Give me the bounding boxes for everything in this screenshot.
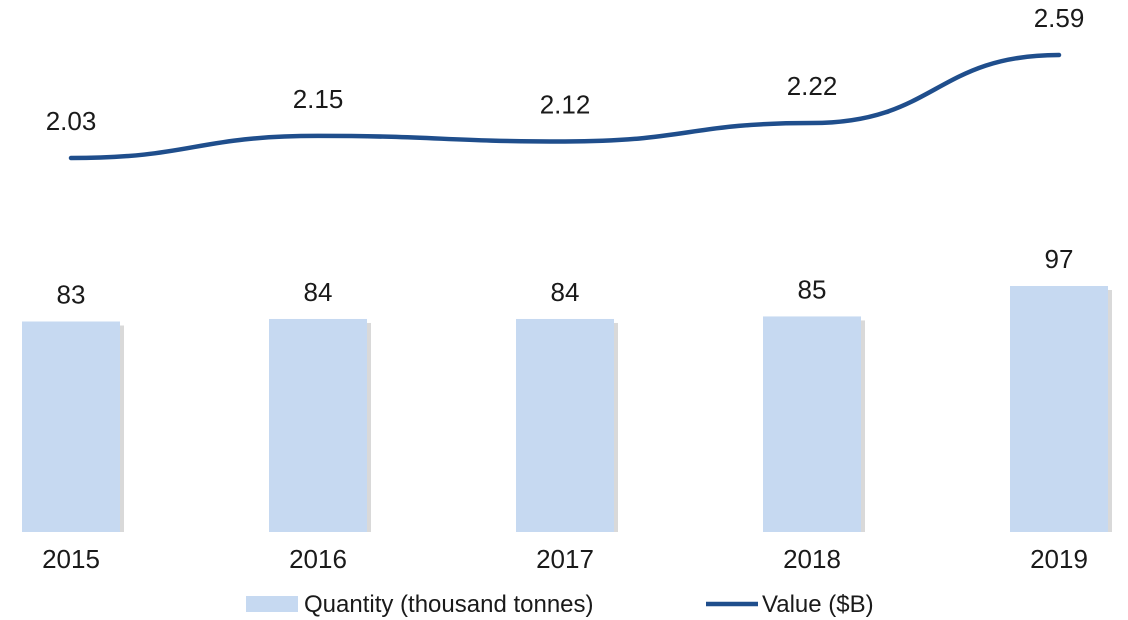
- x-tick-label: 2016: [289, 544, 347, 574]
- bar-shadow: [1108, 290, 1112, 532]
- x-axis-labels: 2015 2016 2017 2018 2019: [42, 544, 1088, 574]
- legend-value-label: Value ($B): [762, 591, 874, 618]
- bar-value-label: 97: [1045, 244, 1074, 274]
- line-value-label: 2.59: [1034, 3, 1085, 33]
- bar-shadow: [861, 320, 865, 532]
- bar-value-label: 84: [304, 277, 333, 307]
- bar-labels: 83 84 84 85 97: [57, 244, 1074, 310]
- bar-shadow: [367, 322, 371, 532]
- bar-2019: [1010, 286, 1108, 532]
- x-tick-label: 2017: [536, 544, 594, 574]
- bar-value-label: 84: [551, 277, 580, 307]
- line-value-label: 2.22: [787, 71, 838, 101]
- bar-2018: [763, 316, 861, 532]
- bar-value-label: 83: [57, 280, 86, 310]
- bar-2016: [269, 318, 367, 532]
- line-labels: 2.03 2.15 2.12 2.22 2.59: [46, 3, 1085, 136]
- x-tick-label: 2019: [1030, 544, 1088, 574]
- legend: Quantity (thousand tonnes) Value ($B): [246, 591, 874, 618]
- bar-shadow: [614, 322, 618, 532]
- x-tick-label: 2018: [783, 544, 841, 574]
- line-value-label: 2.12: [540, 89, 591, 119]
- legend-quantity-swatch: [246, 596, 298, 612]
- bar-2017: [516, 318, 614, 532]
- x-tick-label: 2015: [42, 544, 100, 574]
- legend-quantity-label: Quantity (thousand tonnes): [304, 591, 594, 618]
- line-series: [68, 52, 1062, 161]
- bar-value-label: 85: [798, 274, 827, 304]
- line-value-label: 2.15: [293, 84, 344, 114]
- bar-2015: [22, 321, 120, 532]
- bar-series: [22, 286, 1112, 532]
- value-line: [68, 52, 1062, 161]
- bar-shadow: [120, 325, 124, 532]
- line-value-label: 2.03: [46, 106, 97, 136]
